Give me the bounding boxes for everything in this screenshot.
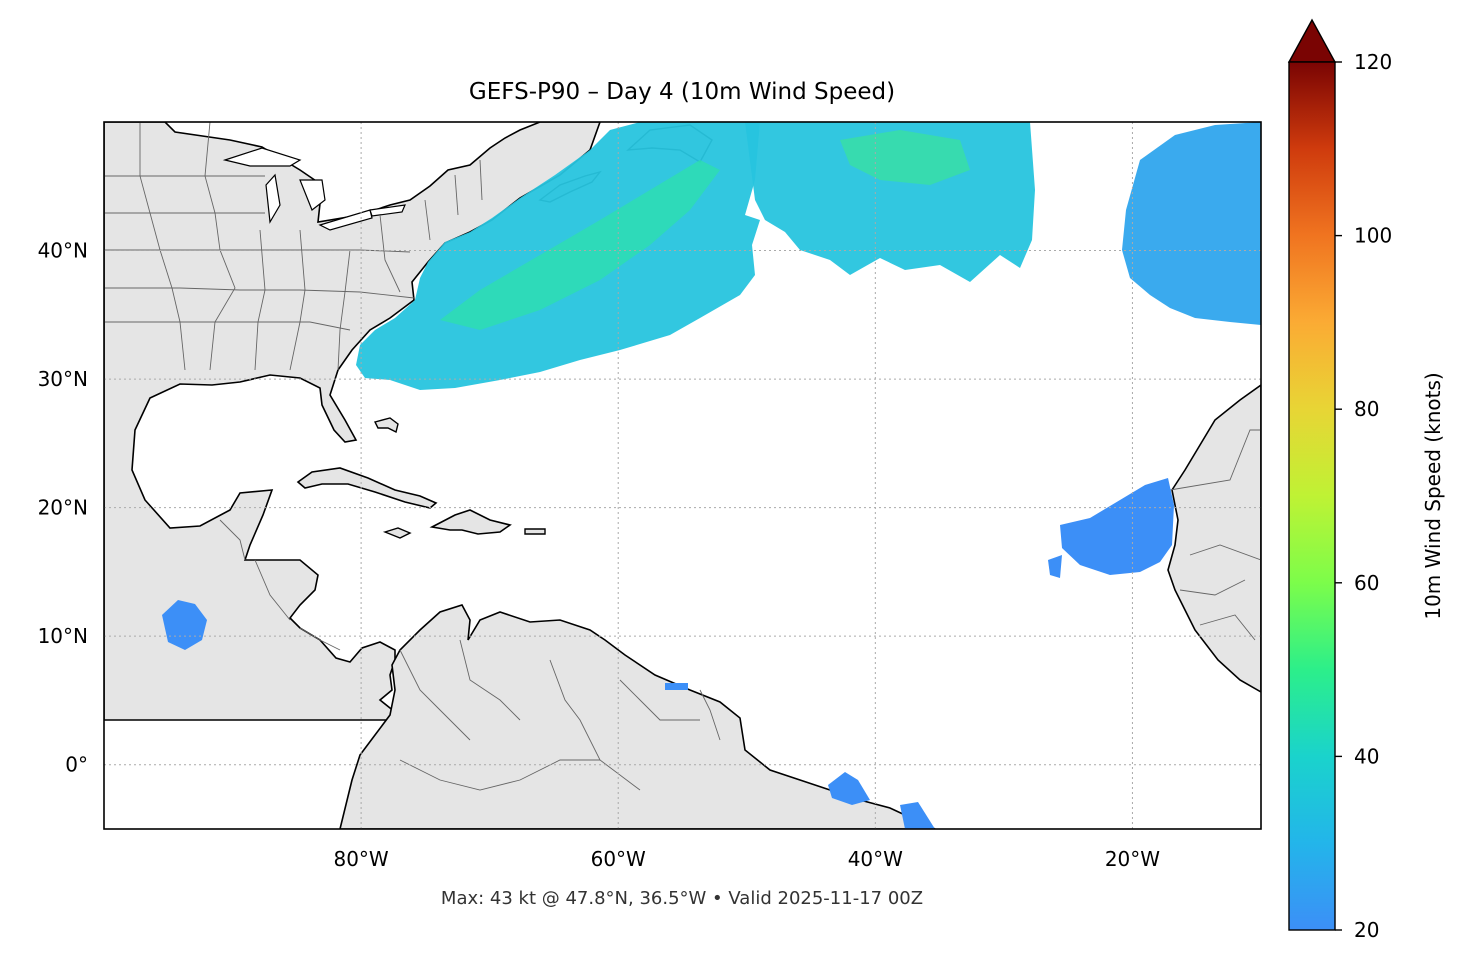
colorbar-gradient [1288, 61, 1336, 931]
lat-tick-label: 40°N [38, 239, 88, 263]
land-cuba [296, 467, 438, 509]
lon-tick-label: 80°W [333, 847, 388, 871]
great-lakes [222, 147, 406, 231]
lon-axis: 80°W 60°W 40°W 20°W [333, 847, 1160, 871]
map-area [104, 122, 1261, 829]
land-bahamas [373, 417, 399, 434]
lat-tick-label: 30°N [38, 367, 88, 391]
wind-speck-2 [1048, 555, 1062, 578]
lon-tick-label: 40°W [848, 847, 903, 871]
wind-region-brazil [900, 802, 935, 829]
lat-tick-label: 0° [65, 753, 88, 777]
wind-region-east-pacific [162, 600, 207, 650]
land-hispaniola [429, 509, 512, 535]
land-south-america [339, 604, 936, 829]
colorbar-ticks: 20 40 60 80 100 120 [1335, 50, 1392, 942]
lon-tick-label: 20°W [1105, 847, 1160, 871]
colorbar-tick-label: 120 [1354, 50, 1392, 74]
colorbar-extend-arrow [1287, 18, 1337, 63]
land-north-america [104, 122, 601, 721]
colorbar: 20 40 60 80 100 120 10m Wind Speed (knots) [1287, 18, 1445, 942]
wind-core-northwest [440, 160, 720, 330]
footer-text: Max: 43 kt @ 47.8°N, 36.5°W • Valid 2025… [441, 888, 923, 909]
internal-borders [104, 122, 1261, 791]
colorbar-tick-label: 40 [1354, 744, 1379, 768]
wind-core-central [840, 130, 970, 185]
map-title: GEFS-P90 – Day 4 (10m Wind Speed) [469, 79, 895, 105]
wind-field [162, 122, 1261, 829]
land-jamaica [382, 527, 412, 539]
map-frame [103, 121, 1262, 830]
lat-tick-label: 10°N [38, 624, 88, 648]
wind-region-east-atlantic [1122, 122, 1261, 325]
colorbar-tick-label: 60 [1354, 571, 1379, 595]
colorbar-tick-label: 100 [1354, 224, 1392, 248]
wind-region-equatorial [828, 772, 870, 805]
colorbar-tick-label: 20 [1354, 918, 1379, 942]
wind-region-cape-verde [1060, 478, 1174, 575]
lat-axis: 40°N 30°N 20°N 10°N 0° [38, 239, 88, 777]
lon-tick-label: 60°W [591, 847, 646, 871]
wind-speck-1 [665, 683, 688, 690]
colorbar-label: 10m Wind Speed (knots) [1421, 372, 1445, 619]
lat-tick-label: 20°N [38, 496, 88, 520]
land-puerto-rico [524, 528, 546, 535]
colorbar-tick-label: 80 [1354, 397, 1379, 421]
